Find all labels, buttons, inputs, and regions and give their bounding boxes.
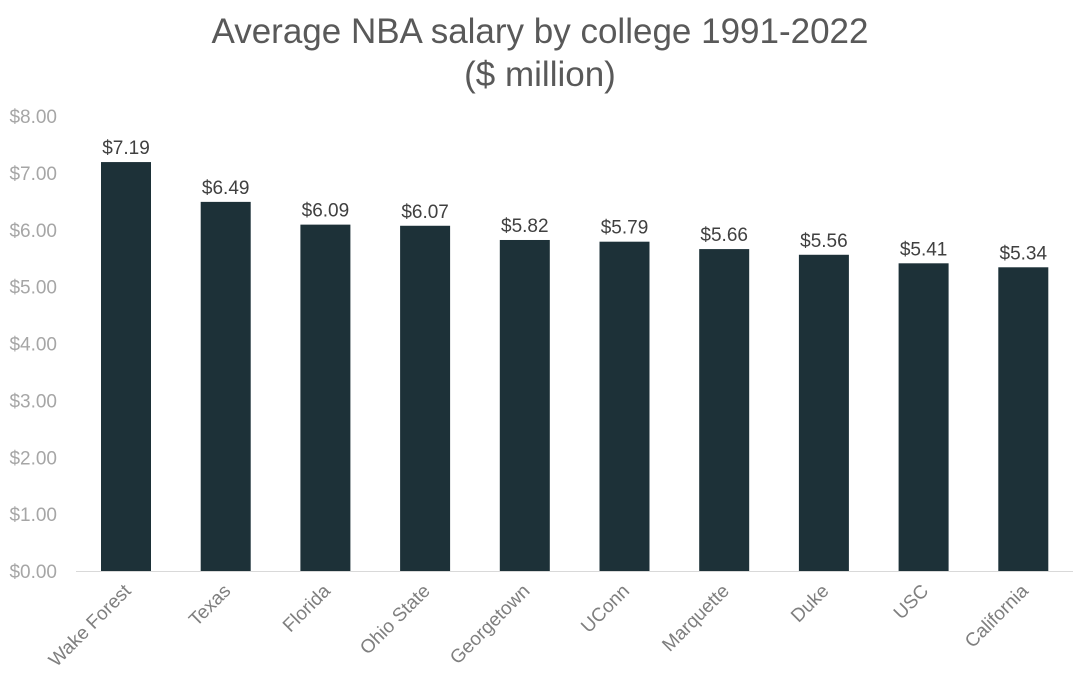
data-label: $5.79 xyxy=(601,218,649,239)
bar xyxy=(300,224,351,571)
y-tick-label: $0.00 xyxy=(9,562,57,583)
data-label: $7.19 xyxy=(102,138,150,159)
x-tick-label: Texas xyxy=(185,581,235,631)
bar xyxy=(400,225,451,572)
y-tick-label: $7.00 xyxy=(9,164,57,185)
y-tick-label: $6.00 xyxy=(9,221,57,242)
y-tick-label: $8.00 xyxy=(9,107,57,128)
data-label: $5.34 xyxy=(1000,243,1048,264)
data-label: $6.49 xyxy=(202,178,250,199)
data-label: $5.41 xyxy=(900,239,948,260)
x-tick-label: Marquette xyxy=(658,581,733,656)
y-tick-label: $1.00 xyxy=(9,505,57,526)
y-tick-label: $3.00 xyxy=(9,391,57,412)
chart-title-line1: Average NBA salary by college 1991-2022 xyxy=(211,12,869,51)
y-tick-label: $2.00 xyxy=(9,448,57,469)
bar xyxy=(898,263,949,571)
data-label: $5.56 xyxy=(800,231,848,252)
data-label: $6.09 xyxy=(302,201,350,222)
y-tick-label: $4.00 xyxy=(9,335,57,356)
data-label: $5.82 xyxy=(501,216,549,237)
bar xyxy=(101,162,151,571)
x-tick-label: Florida xyxy=(279,580,335,636)
chart-title-line2: ($ million) xyxy=(464,55,616,94)
y-tick-label: $5.00 xyxy=(9,278,57,299)
bar xyxy=(998,267,1049,571)
data-label: $6.07 xyxy=(401,202,449,223)
x-tick-label: Ohio State xyxy=(356,581,434,659)
x-tick-label: USC xyxy=(890,581,933,624)
bar xyxy=(200,201,251,571)
x-tick-label: Wake Forest xyxy=(45,580,136,671)
x-tick-label: California xyxy=(961,580,1033,652)
bar xyxy=(699,249,750,571)
data-label: $5.66 xyxy=(700,225,748,246)
x-tick-label: Duke xyxy=(787,581,833,627)
x-tick-label: UConn xyxy=(577,581,634,638)
x-tick-label: Georgetown xyxy=(446,581,534,669)
bar xyxy=(798,254,849,571)
bar xyxy=(499,239,550,572)
chart-title: Average NBA salary by college 1991-2022 … xyxy=(0,10,1080,96)
bar xyxy=(599,241,650,571)
